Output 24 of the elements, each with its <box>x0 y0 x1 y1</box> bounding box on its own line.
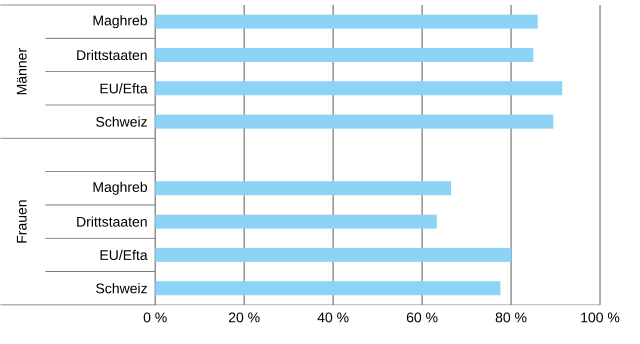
y-tick-label: EU/Efta <box>100 250 148 260</box>
y-tick-label: Maghreb <box>94 182 148 195</box>
bar <box>155 48 534 62</box>
x-tick-label: 20 % <box>228 312 260 322</box>
x-tick-label: 40 % <box>317 312 349 322</box>
y-tick-label: Schweiz <box>96 116 147 127</box>
bar <box>155 14 538 29</box>
text: Frauen <box>16 200 27 243</box>
bar <box>155 114 554 129</box>
bar <box>155 281 500 296</box>
x-tick-label: 100 % <box>581 312 620 322</box>
x-tick-label: 0 % <box>144 312 167 322</box>
bar <box>155 81 562 96</box>
bar <box>155 214 437 229</box>
x-tick-label: 80 % <box>496 312 526 322</box>
text: Männer <box>16 48 27 94</box>
bar <box>155 181 452 196</box>
y-tick-label: Drittstaaten <box>77 50 147 60</box>
y-tick-label: Maghreb <box>94 15 148 28</box>
y-tick-label: Schweiz <box>96 283 147 294</box>
bar <box>155 248 512 262</box>
y-tick-label: EU/Efta <box>100 83 148 94</box>
y-tick-label: Drittstaaten <box>77 216 147 227</box>
x-tick-label: 60 % <box>406 312 438 322</box>
